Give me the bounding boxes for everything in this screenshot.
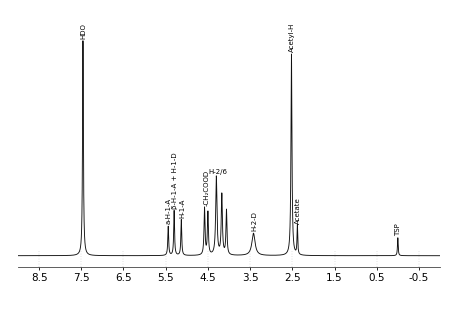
Text: Acetate: Acetate: [295, 198, 301, 225]
Text: -CH₂COOD: -CH₂COOD: [204, 170, 210, 206]
Text: Acetyl-H: Acetyl-H: [288, 23, 295, 52]
Text: a-H-1-A: a-H-1-A: [165, 198, 171, 225]
Text: H-1-A: H-1-A: [179, 198, 185, 218]
Text: H-2-D: H-2-D: [251, 211, 257, 231]
Text: TSP: TSP: [395, 223, 401, 236]
Text: HDO: HDO: [80, 23, 86, 39]
Text: H-2/6: H-2/6: [208, 169, 227, 175]
Text: β-H-1-A + H-1-D: β-H-1-A + H-1-D: [172, 152, 178, 209]
